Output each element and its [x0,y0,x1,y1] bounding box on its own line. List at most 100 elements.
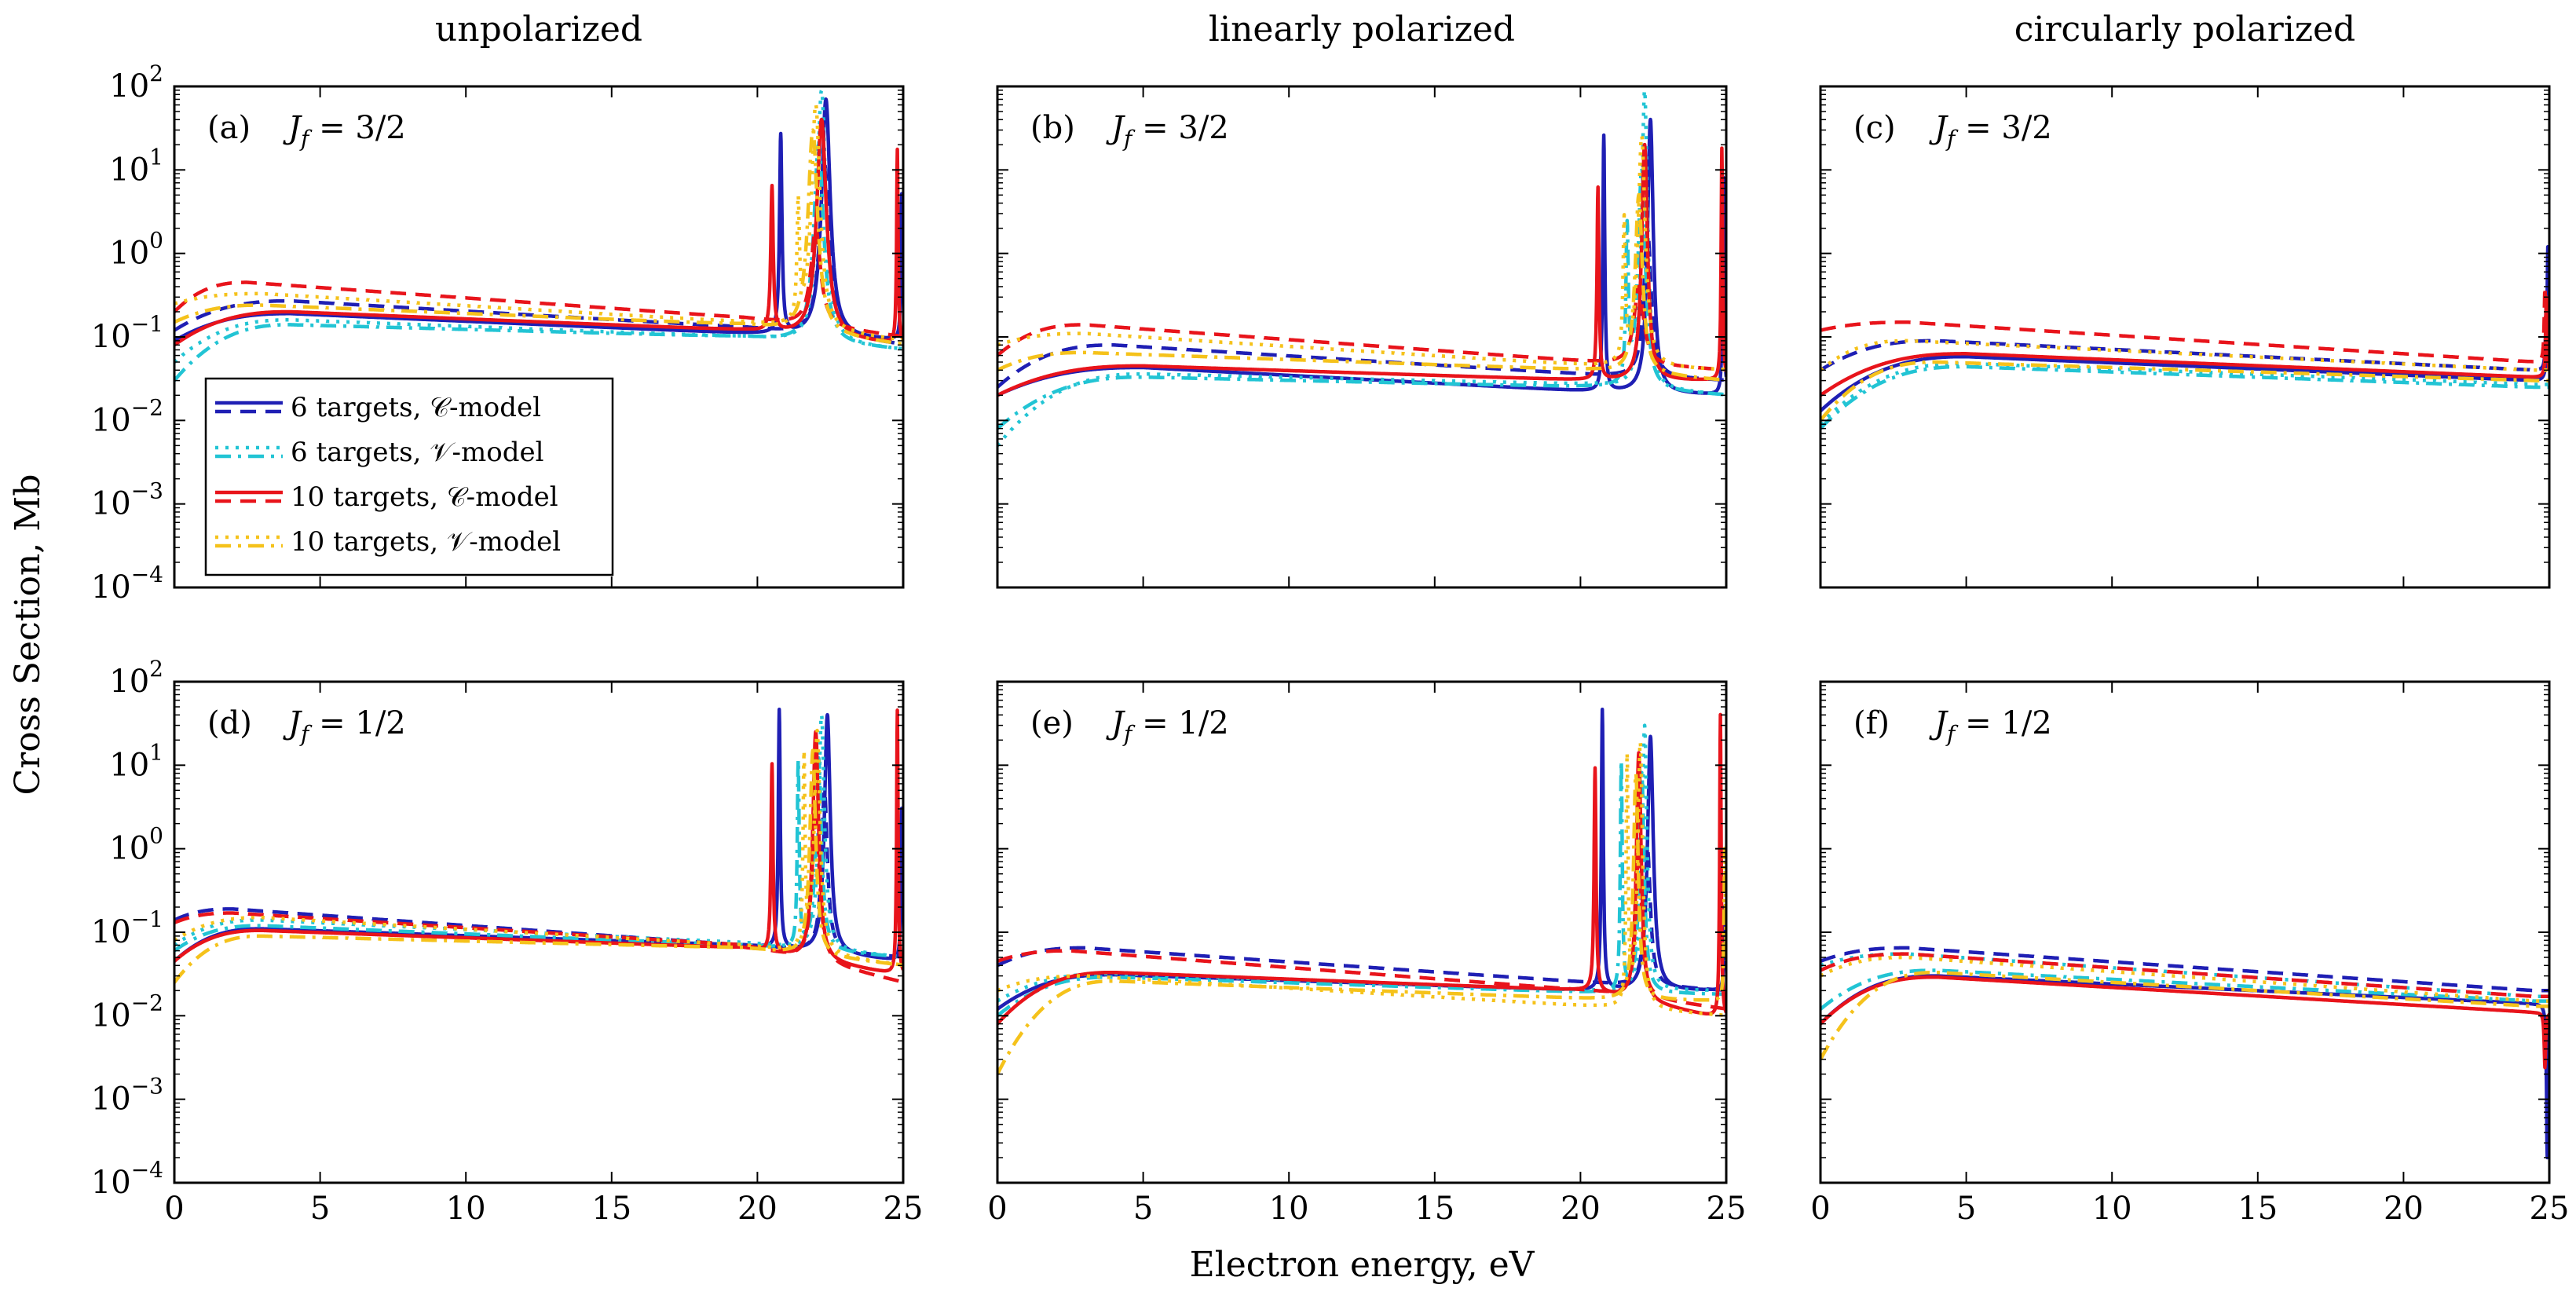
series-line [1820,955,2549,1003]
jf-value: 3/2 [1178,110,1228,146]
y-tick-base: 10 [109,152,149,188]
series-group [1820,244,2549,430]
y-tick-base: 10 [91,1081,131,1118]
jf-value: 3/2 [355,110,405,146]
series-line [1820,974,2549,1160]
x-tick-label: 0 [1810,1191,1830,1227]
y-tick-base: 10 [91,997,131,1034]
y-tick-base: 10 [109,664,149,700]
column-title: circularly polarized [2014,9,2355,49]
series-line [997,740,1726,1018]
series-line [997,284,1726,372]
series-line [174,88,903,364]
ticks [997,681,1727,1184]
series-group [997,707,1726,1076]
series-line [997,771,1726,1076]
y-tick-base: 10 [109,831,149,867]
series-line [174,97,903,342]
x-tick-label: 25 [2530,1191,2570,1227]
x-tick-label: 20 [1561,1191,1601,1227]
jf-annotation: Jf = 1/2 [1106,705,1229,747]
jf-symbol: J [283,705,302,741]
y-tick-base: 10 [91,569,131,606]
legend: 6 targets, 𝒞-model 6 targets, 𝒱-model 10 t… [204,377,614,576]
jf-annotation: Jf = 3/2 [1106,110,1229,152]
series-group [174,88,903,382]
legend-label: 6 targets, 𝒱-model [291,437,544,468]
series-line [174,128,903,346]
y-tick-exponent: −3 [131,1074,163,1100]
x-tick-label: 20 [2384,1191,2424,1227]
series-line [1820,295,2549,372]
y-tick-exponent: 0 [149,228,163,254]
series-line [1820,284,2549,364]
y-tick-exponent: −2 [131,394,163,420]
plot-frame [1819,85,2551,589]
jf-symbol: J [1929,705,1948,741]
y-tick-label: 100 [109,823,163,867]
series-line [997,166,1726,430]
y-tick-label: 10−1 [91,906,163,950]
y-tick-exponent: −1 [131,906,163,932]
panel: 0 5 10 15 20 25 (e) Jf = 1/2 [987,680,1746,1227]
series-line [997,88,1726,448]
jf-value: 1/2 [2001,705,2051,741]
series-line [174,713,903,959]
series-line [1820,946,2549,993]
x-tick-label: 15 [1414,1191,1454,1227]
y-tick-exponent: 1 [149,144,163,170]
y-tick-exponent: −1 [131,311,163,337]
jf-equals: = [1132,705,1178,741]
legend-label: 10 targets, 𝒱-model [291,526,561,558]
jf-symbol: J [1106,110,1125,146]
x-tick-label: 10 [446,1191,486,1227]
x-tick-label: 0 [164,1191,184,1227]
series-line [1820,244,2549,413]
panel-label: (a) [207,110,251,146]
jf-annotation: Jf = 3/2 [283,110,406,152]
series-line [997,847,1726,1011]
jf-annotation: Jf = 1/2 [1929,705,2052,747]
y-tick-exponent: 1 [149,739,163,765]
plot-frame [1819,680,2551,1184]
x-tick-label: 10 [2092,1191,2132,1227]
series-line [997,847,1726,993]
series-line [997,134,1726,371]
series-line [997,723,1726,1003]
series-group [174,708,903,984]
jf-symbol: J [1106,705,1125,741]
jf-value: 3/2 [2001,110,2051,146]
ticks [1820,681,2550,1184]
series-line [174,756,903,959]
x-tick-label: 25 [884,1191,924,1227]
series-line [174,161,903,346]
series-line [174,708,903,963]
series-line [174,143,903,382]
x-tick-label: 20 [737,1191,778,1227]
y-tick-label: 10−3 [91,1074,163,1118]
y-tick-base: 10 [109,236,149,272]
y-tick-exponent: −4 [131,562,163,587]
y-tick-exponent: 2 [149,60,163,86]
series-line [174,117,903,347]
y-tick-exponent: 0 [149,823,163,849]
series-line [174,226,903,338]
y-tick-label: 102 [109,656,163,700]
series-line [997,193,1726,382]
series-line [1820,968,2549,1011]
x-tick-label: 15 [591,1191,631,1227]
plot-frame [173,680,905,1184]
x-tick-label: 5 [1956,1191,1976,1227]
y-tick-base: 10 [91,914,131,950]
ticks [1820,86,2550,588]
y-tick-base: 10 [91,402,131,438]
panel-label: (e) [1030,705,1074,741]
column-title: linearly polarized [1209,9,1515,49]
x-tick-label: 5 [310,1191,330,1227]
series-line [174,807,903,984]
jf-annotation: Jf = 1/2 [283,705,406,747]
y-tick-exponent: 2 [149,656,163,682]
